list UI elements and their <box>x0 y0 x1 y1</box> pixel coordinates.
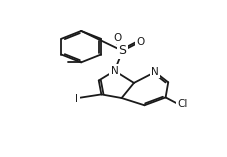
Text: Cl: Cl <box>178 99 188 109</box>
Text: O: O <box>113 33 121 43</box>
Text: O: O <box>136 37 144 47</box>
Text: N: N <box>111 66 118 76</box>
Text: N: N <box>151 67 159 77</box>
Text: S: S <box>118 44 126 57</box>
Text: I: I <box>75 94 78 104</box>
